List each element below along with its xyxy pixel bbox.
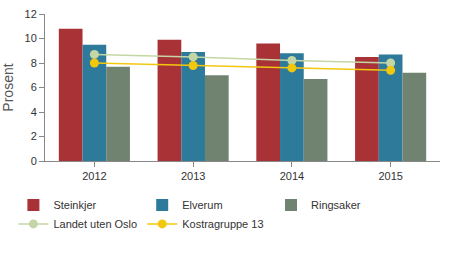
svg-text:2014: 2014: [280, 170, 304, 182]
svg-text:Kostragruppe 13: Kostragruppe 13: [182, 218, 263, 230]
svg-text:6: 6: [31, 81, 37, 93]
svg-text:Steinkjer: Steinkjer: [53, 199, 96, 211]
svg-text:Ringsaker: Ringsaker: [311, 199, 361, 211]
svg-text:2: 2: [31, 130, 37, 142]
svg-text:2015: 2015: [378, 170, 402, 182]
svg-text:12: 12: [25, 8, 37, 20]
svg-text:Landet uten Oslo: Landet uten Oslo: [53, 218, 137, 230]
svg-text:8: 8: [31, 57, 37, 69]
svg-text:Elverum: Elverum: [182, 199, 222, 211]
svg-text:2012: 2012: [82, 170, 106, 182]
svg-text:0: 0: [31, 155, 37, 167]
svg-text:Prosent: Prosent: [0, 63, 16, 111]
svg-text:4: 4: [31, 106, 37, 118]
svg-text:2013: 2013: [181, 170, 205, 182]
svg-text:10: 10: [25, 32, 37, 44]
